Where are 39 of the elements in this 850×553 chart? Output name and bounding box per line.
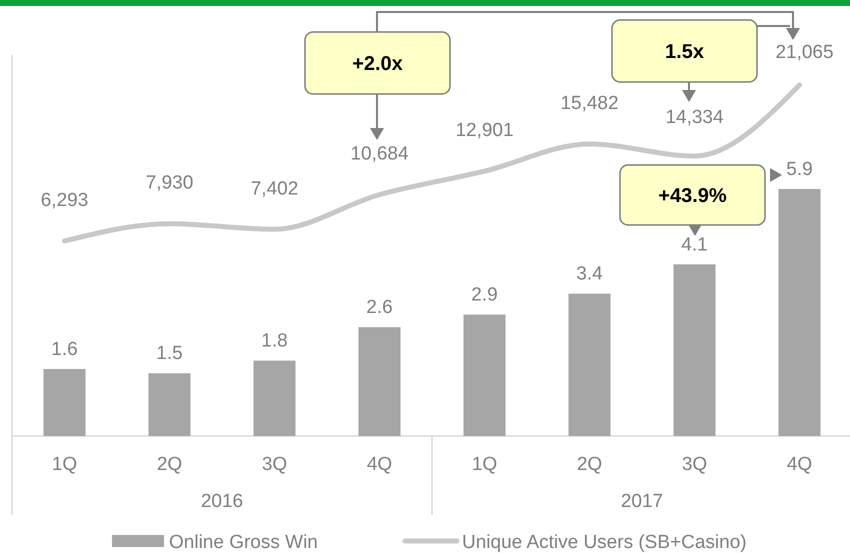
data-label: 21,065: [775, 42, 834, 63]
bar: [44, 369, 86, 436]
data-label: 6,293: [40, 190, 88, 211]
data-label: 4.1: [681, 234, 708, 256]
x-tick-label: 4Q: [786, 454, 812, 475]
bar: [464, 314, 506, 436]
legend-label: Unique Active Users (SB+Casino): [462, 532, 747, 553]
data-label: 7,930: [146, 172, 194, 194]
data-label: 5.9: [786, 159, 813, 180]
x-tick-label: 1Q: [472, 454, 498, 475]
text: +2.0x: [352, 53, 403, 75]
bar: [778, 189, 820, 436]
bar: [358, 327, 400, 436]
data-label: 14,334: [665, 107, 724, 128]
text: 1.5x: [665, 41, 704, 63]
x-tick-label: 4Q: [366, 454, 392, 475]
bar: [254, 360, 296, 436]
data-label: 15,482: [560, 92, 619, 114]
data-label: 7,402: [250, 178, 298, 200]
bar: [674, 264, 716, 436]
legend-label: Online Gross Win: [169, 532, 318, 553]
data-label: 12,901: [455, 120, 514, 142]
text: 2016: [200, 491, 244, 512]
data-label: 2.6: [366, 297, 393, 318]
x-tick-label: 3Q: [682, 454, 708, 475]
annotation: +43.9%: [658, 185, 727, 207]
data-label: 1.6: [51, 339, 78, 360]
data-label: 1.5: [156, 343, 183, 364]
x-tick-label: 2Q: [156, 454, 182, 475]
x-tick-label: 3Q: [262, 454, 288, 475]
data-label: 2.9: [471, 284, 498, 306]
data-label: 1.8: [261, 330, 288, 352]
bar: [568, 294, 610, 436]
bar: [148, 373, 190, 436]
data-label: 3.4: [576, 264, 604, 285]
data-label: 10,684: [350, 144, 409, 165]
x-tick-label: 2Q: [576, 454, 602, 475]
x-tick-label: 1Q: [52, 454, 78, 475]
text: 2017: [620, 491, 664, 512]
